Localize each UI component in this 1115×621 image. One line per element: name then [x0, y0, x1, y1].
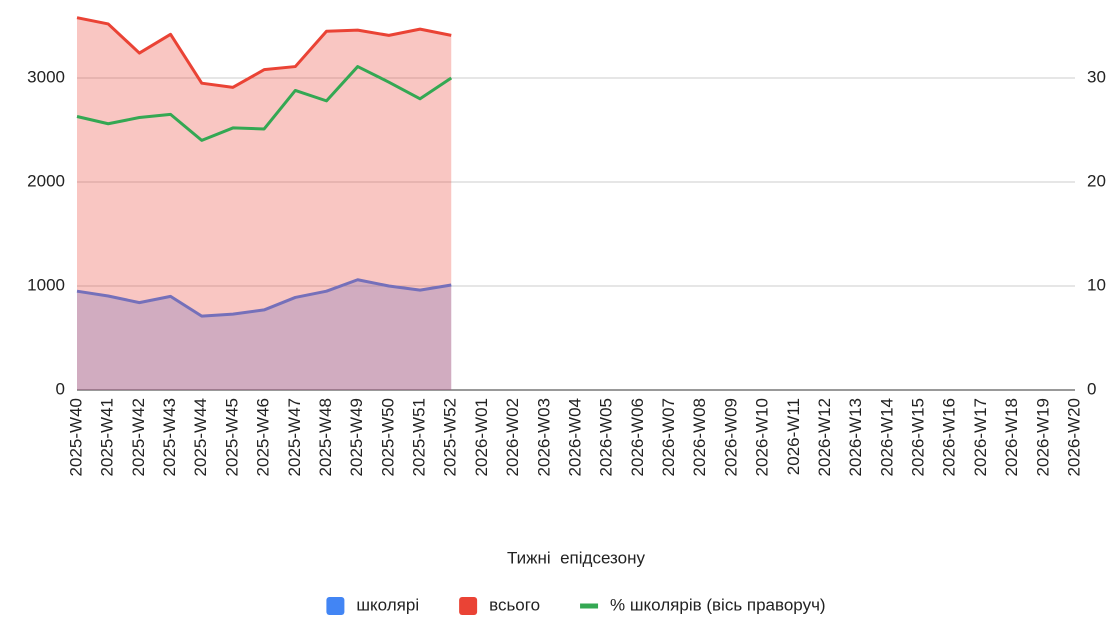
x-tick-label: 2026-W08: [690, 398, 709, 476]
x-tick-label: 2026-W05: [597, 398, 616, 476]
area: [77, 279, 452, 390]
x-tick-label: 2025-W43: [160, 398, 179, 476]
legend-label: школярі: [356, 595, 419, 614]
x-tick-label: 2025-W46: [254, 398, 273, 476]
legend-label: % школярів (вісь праворуч): [610, 595, 826, 614]
x-tick-label: 2025-W44: [191, 398, 210, 476]
line: [76, 65, 453, 142]
legend-swatch: [459, 597, 478, 615]
x-tick-label: 2025-W41: [98, 398, 117, 476]
x-tick-label: 2026-W18: [1002, 398, 1021, 476]
x-tick-label: 2025-W42: [129, 398, 148, 476]
x-tick-label: 2026-W01: [472, 398, 491, 476]
x-tick-label: 2026-W06: [628, 398, 647, 476]
y-tick-label: 0: [56, 379, 65, 398]
x-tick-label: 2026-W02: [503, 398, 522, 476]
x-tick-label: 2026-W20: [1064, 398, 1083, 476]
y2-tick-label: 10: [1087, 275, 1106, 294]
line: [76, 16, 452, 89]
x-tick-label: 2026-W10: [753, 398, 772, 476]
x-tick-label: 2025-W48: [316, 398, 335, 476]
line: [76, 278, 452, 318]
y-tick-label: 3000: [27, 67, 65, 86]
x-tick-label: 2025-W50: [378, 398, 397, 476]
x-tick-label: 2026-W04: [565, 398, 584, 476]
legend-label: всього: [489, 595, 540, 614]
y2-tick-label: 30: [1087, 67, 1106, 86]
y-tick-label: 1000: [27, 275, 65, 294]
area: [77, 17, 452, 391]
legend-swatch: [326, 597, 345, 615]
x-tick-label: 2026-W19: [1033, 398, 1052, 476]
x-tick-label: 2026-W16: [940, 398, 959, 476]
x-tick-label: 2025-W40: [66, 398, 85, 476]
x-tick-label: 2026-W14: [877, 398, 896, 476]
x-tick-label: 2026-W13: [846, 398, 865, 476]
x-tick-label: 2025-W49: [347, 398, 366, 476]
y2-tick-label: 0: [1087, 379, 1096, 398]
x-tick-label: 2025-W51: [410, 398, 429, 476]
x-tick-label: 2026-W03: [534, 398, 553, 476]
y-tick-label: 2000: [27, 171, 65, 190]
x-tick-label: 2025-W52: [441, 398, 460, 476]
x-tick-label: 2026-W09: [721, 398, 740, 476]
x-axis-title: Тижні епідсезону: [507, 548, 646, 567]
x-tick-label: 2025-W47: [285, 398, 304, 476]
x-tick-label: 2026-W07: [659, 398, 678, 476]
x-tick-label: 2026-W17: [971, 398, 990, 476]
y2-tick-label: 20: [1087, 171, 1106, 190]
x-tick-label: 2025-W45: [222, 398, 241, 476]
x-tick-label: 2026-W15: [909, 398, 928, 476]
x-tick-label: 2026-W12: [815, 398, 834, 476]
x-tick-label: 2026-W11: [784, 398, 803, 475]
